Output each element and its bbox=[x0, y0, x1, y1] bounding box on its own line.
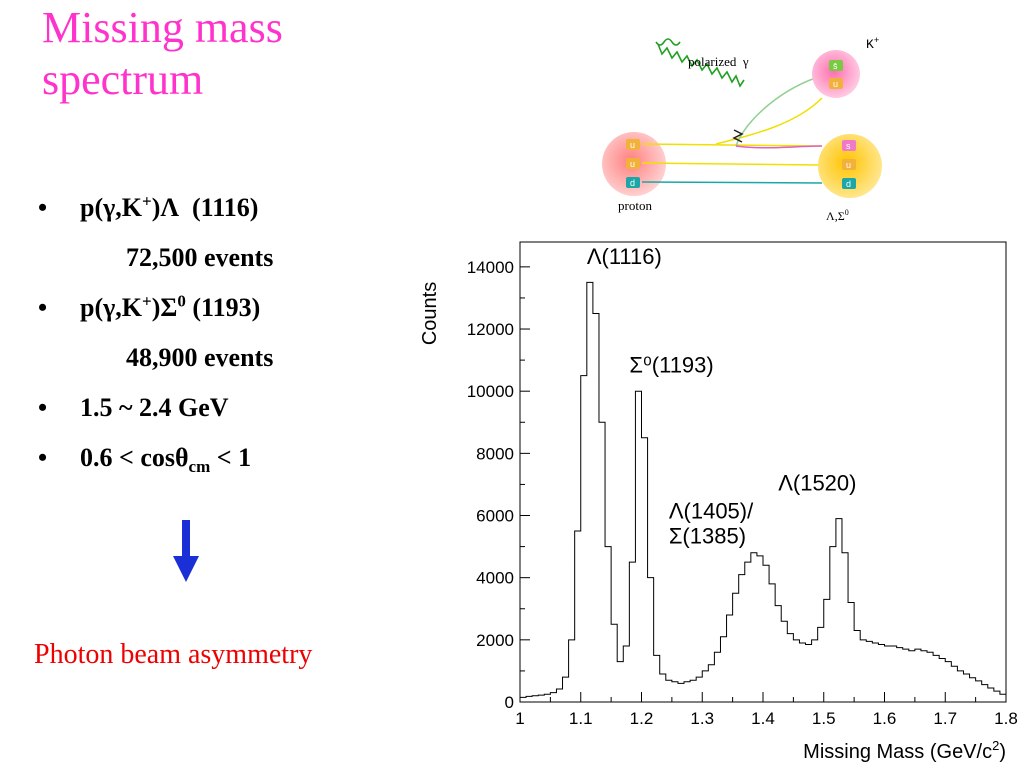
y-tick-label: 0 bbox=[505, 693, 514, 712]
bullet-item: • p(γ,K+)Λ (1116) bbox=[38, 183, 398, 233]
y-axis-label: Counts bbox=[419, 282, 441, 345]
bullet-detail: 72,500 events bbox=[38, 233, 398, 283]
bullet-marker: • bbox=[38, 193, 48, 222]
histogram-series bbox=[520, 281, 1006, 698]
hyperon-label: Λ,Σ0 bbox=[826, 208, 849, 223]
quark-sbar: s̄ bbox=[833, 61, 838, 71]
y-axis: 0 2000 4000 6000 8000 10000 12000 14000 bbox=[467, 258, 530, 712]
x-tick-label: 1.2 bbox=[630, 709, 654, 728]
y-tick-label: 12000 bbox=[467, 320, 514, 339]
y-tick-label: 2000 bbox=[476, 631, 514, 650]
x-tick-label: 1.3 bbox=[690, 709, 714, 728]
bullet-list: • p(γ,K+)Λ (1116) 72,500 events • p(γ,K+… bbox=[38, 183, 398, 483]
x-tick-label: 1.1 bbox=[569, 709, 593, 728]
bullet-text: 0.6 < cosθcm < 1 bbox=[80, 443, 252, 477]
peak-annotation: Λ(1405)/ bbox=[669, 499, 754, 524]
bullet-text: p(γ,K+)Σ0 (1193) bbox=[80, 291, 261, 322]
event-count: 48,900 events bbox=[126, 343, 274, 372]
y-tick-label: 6000 bbox=[476, 507, 514, 526]
bullet-text: p(γ,K+)Λ (1116) bbox=[80, 191, 259, 222]
x-tick-label: 1.5 bbox=[812, 709, 836, 728]
title-line-1: Missing mass bbox=[42, 3, 283, 52]
proton-label: proton bbox=[618, 198, 652, 213]
bullet-marker: • bbox=[38, 443, 48, 472]
y-tick-label: 4000 bbox=[476, 569, 514, 588]
missing-mass-histogram: 1 1.1 1.2 1.3 1.4 1.5 1.6 1.7 1.8 0 2000 4000 6000 8… bbox=[410, 232, 1020, 768]
peak-annotation: Σ(1385) bbox=[669, 523, 746, 548]
bullet-item: • 1.5 ~ 2.4 GeV bbox=[38, 383, 398, 433]
kaon-bubble bbox=[812, 50, 860, 98]
x-tick-label: 1.7 bbox=[933, 709, 957, 728]
peak-annotation: Σ⁰(1193) bbox=[629, 353, 713, 378]
peak-annotation: Λ(1520) bbox=[778, 471, 856, 496]
peak-annotation: Λ(1116) bbox=[587, 244, 662, 269]
quark-s: s bbox=[846, 141, 851, 151]
x-tick-label: 1.6 bbox=[873, 709, 897, 728]
bullet-detail: 48,900 events bbox=[38, 333, 398, 383]
bullet-marker: • bbox=[38, 393, 48, 422]
bullet-text: 1.5 ~ 2.4 GeV bbox=[80, 393, 229, 422]
title-line-2: spectrum bbox=[42, 55, 204, 104]
photon-wave bbox=[655, 38, 745, 88]
y-tick-label: 10000 bbox=[467, 382, 514, 401]
bullet-item: • p(γ,K+)Σ0 (1193) bbox=[38, 283, 398, 333]
reaction-diagram: polarized γ proton u u d s̄ u K+ s u d bbox=[596, 28, 902, 230]
photon-beam-asymmetry-note: Photon beam asymmetry bbox=[34, 639, 313, 670]
bullet-marker: • bbox=[38, 293, 48, 322]
x-axis: 1 1.1 1.2 1.3 1.4 1.5 1.6 1.7 1.8 bbox=[515, 692, 1018, 728]
quark-d: d bbox=[846, 179, 851, 189]
kaon-label: K+ bbox=[866, 36, 879, 52]
quark-d: d bbox=[630, 178, 635, 188]
x-tick-label: 1 bbox=[515, 709, 524, 728]
bullet-item: • 0.6 < cosθcm < 1 bbox=[38, 433, 398, 483]
peak-annotations: Λ(1116) Σ⁰(1193) Λ(1405)/Σ(1385) Λ(1520) bbox=[587, 244, 857, 549]
x-tick-label: 1.4 bbox=[751, 709, 775, 728]
down-arrow-icon bbox=[173, 520, 199, 582]
quark-u: u bbox=[846, 160, 851, 170]
x-axis-label: Missing Mass (GeV/c2) bbox=[803, 738, 1006, 763]
y-tick-label: 14000 bbox=[467, 258, 514, 277]
y-tick-label: 8000 bbox=[476, 444, 514, 463]
x-tick-label: 1.8 bbox=[994, 709, 1018, 728]
quark-u: u bbox=[630, 140, 635, 150]
slide-title: Missing mass spectrum bbox=[42, 2, 372, 106]
photon-label: polarized γ bbox=[688, 54, 749, 69]
quark-u: u bbox=[630, 159, 635, 169]
event-count: 72,500 events bbox=[126, 243, 274, 272]
quark-u: u bbox=[833, 79, 838, 89]
